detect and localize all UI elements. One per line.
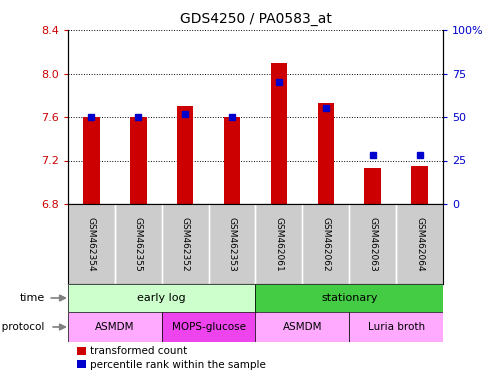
Bar [410, 166, 427, 204]
Bar [68, 284, 255, 312]
Text: stationary: stationary [320, 293, 377, 303]
Text: ASMDM: ASMDM [95, 322, 135, 332]
Text: GSM462352: GSM462352 [181, 217, 189, 271]
Bar [224, 117, 240, 204]
Text: GSM462354: GSM462354 [87, 217, 96, 271]
Bar [255, 312, 348, 342]
Text: GSM462062: GSM462062 [320, 217, 330, 271]
Bar [177, 106, 193, 204]
Text: early log: early log [137, 293, 186, 303]
Text: ASMDM: ASMDM [282, 322, 321, 332]
Bar [255, 284, 442, 312]
Bar [364, 168, 380, 204]
Bar [130, 117, 146, 204]
Text: GSM462061: GSM462061 [274, 217, 283, 271]
Title: GDS4250 / PA0583_at: GDS4250 / PA0583_at [179, 12, 331, 26]
Text: time: time [19, 293, 45, 303]
Legend: transformed count, percentile rank within the sample: transformed count, percentile rank withi… [73, 342, 270, 374]
Text: GSM462353: GSM462353 [227, 217, 236, 271]
Bar [348, 312, 442, 342]
Bar [68, 312, 162, 342]
Text: MOPS-glucose: MOPS-glucose [171, 322, 245, 332]
Text: GSM462355: GSM462355 [134, 217, 142, 271]
Bar [317, 103, 333, 204]
Bar [162, 312, 255, 342]
Text: Luria broth: Luria broth [367, 322, 424, 332]
Text: GSM462063: GSM462063 [367, 217, 377, 271]
Bar [83, 117, 99, 204]
Bar [270, 63, 287, 204]
Text: GSM462064: GSM462064 [414, 217, 423, 271]
Text: growth protocol: growth protocol [0, 322, 45, 332]
